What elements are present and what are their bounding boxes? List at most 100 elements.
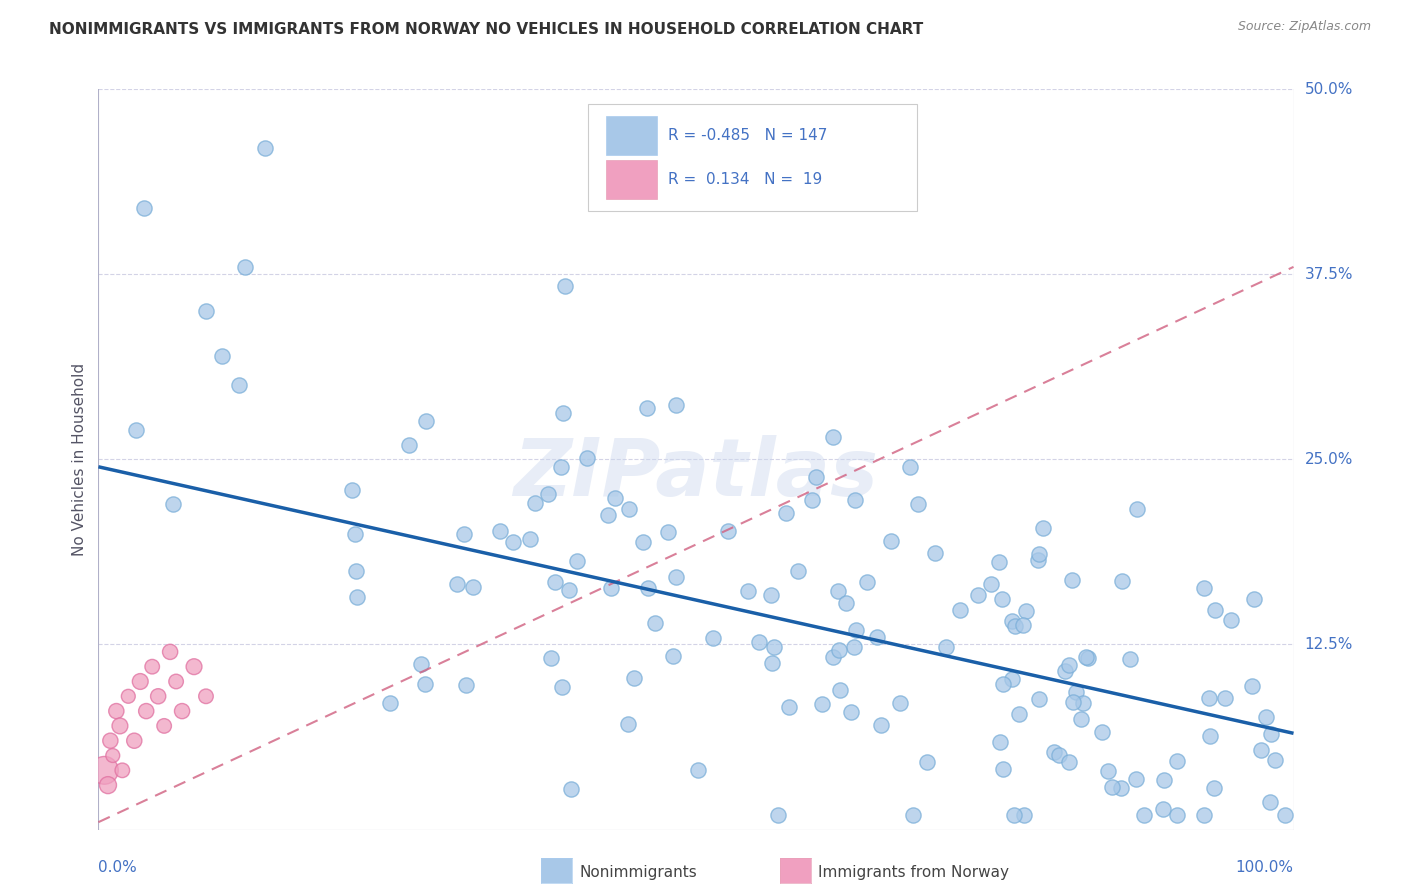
Point [737,583,759,598]
Point [1015,604,1038,618]
Point [125,423,148,437]
Point [129,674,152,689]
Point [898,460,921,475]
Point [935,640,957,654]
Point [1220,613,1243,627]
Point [540,651,562,665]
Point [560,781,582,796]
Point [856,575,879,590]
Point [1012,807,1035,822]
Point [1126,502,1149,516]
Point [211,349,233,363]
Point [502,535,524,549]
Point [907,497,929,511]
Point [461,581,484,595]
Point [637,581,659,595]
Point [567,554,589,568]
Text: Source: ZipAtlas.com: Source: ZipAtlas.com [1237,20,1371,33]
Point [415,414,437,428]
Text: 50.0%: 50.0% [1305,82,1353,96]
Point [1250,743,1272,757]
Point [1071,696,1094,710]
Point [132,201,155,215]
Point [823,430,845,444]
Point [1111,574,1133,588]
Point [889,696,911,710]
Point [778,699,800,714]
Point [988,735,1011,749]
Point [870,718,893,732]
Point [446,576,468,591]
Point [800,493,823,508]
Point [603,491,626,506]
Point [1070,712,1092,726]
Point [1097,764,1119,778]
Point [1032,520,1054,534]
Text: 0.0%: 0.0% [98,860,138,875]
Point [839,705,862,719]
Point [148,690,170,704]
Point [775,506,797,520]
Point [1077,651,1099,665]
Point [124,733,146,747]
Point [1192,581,1215,595]
Point [1028,547,1050,561]
Point [1047,748,1070,763]
Point [616,717,638,731]
Point [759,588,782,602]
Point [1001,672,1024,686]
Text: 25.0%: 25.0% [1305,452,1353,467]
Point [804,470,827,484]
Point [101,748,124,763]
Point [1258,795,1281,809]
Point [378,696,401,710]
Point [1004,618,1026,632]
Point [195,304,218,318]
Point [865,630,887,644]
Point [821,650,844,665]
Point [1194,807,1216,822]
Point [1074,650,1097,665]
Point [489,524,512,539]
Point [623,672,645,686]
Point [924,546,946,560]
Point [827,642,849,657]
Point [1204,603,1226,617]
Point [915,755,938,769]
Text: R =  0.134   N =  19: R = 0.134 N = 19 [668,172,823,187]
Point [1002,807,1025,822]
Point [1198,691,1220,706]
Point [844,492,866,507]
Point [117,690,139,704]
Point [766,807,789,822]
Point [537,487,560,501]
Point [665,570,688,584]
Point [991,762,1014,776]
Point [1007,707,1029,722]
Point [1153,772,1175,787]
Text: ZIPatlas: ZIPatlas [513,435,879,513]
Point [1243,592,1265,607]
Point [1109,780,1132,795]
Point [456,678,478,692]
Point [661,649,683,664]
FancyBboxPatch shape [606,161,657,199]
FancyBboxPatch shape [606,117,657,155]
Point [111,764,134,778]
Point [413,677,436,691]
Point [988,555,1011,569]
Point [1152,802,1174,816]
Text: 100.0%: 100.0% [1236,860,1294,875]
Point [346,564,368,578]
Point [1260,727,1282,741]
Point [1091,725,1114,739]
Point [1001,614,1024,628]
Point [1256,709,1278,723]
Point [576,451,599,466]
Point [553,406,575,420]
Point [97,778,120,792]
Point [810,698,832,712]
Point [1011,618,1033,632]
Point [786,564,808,578]
Point [1119,651,1142,665]
